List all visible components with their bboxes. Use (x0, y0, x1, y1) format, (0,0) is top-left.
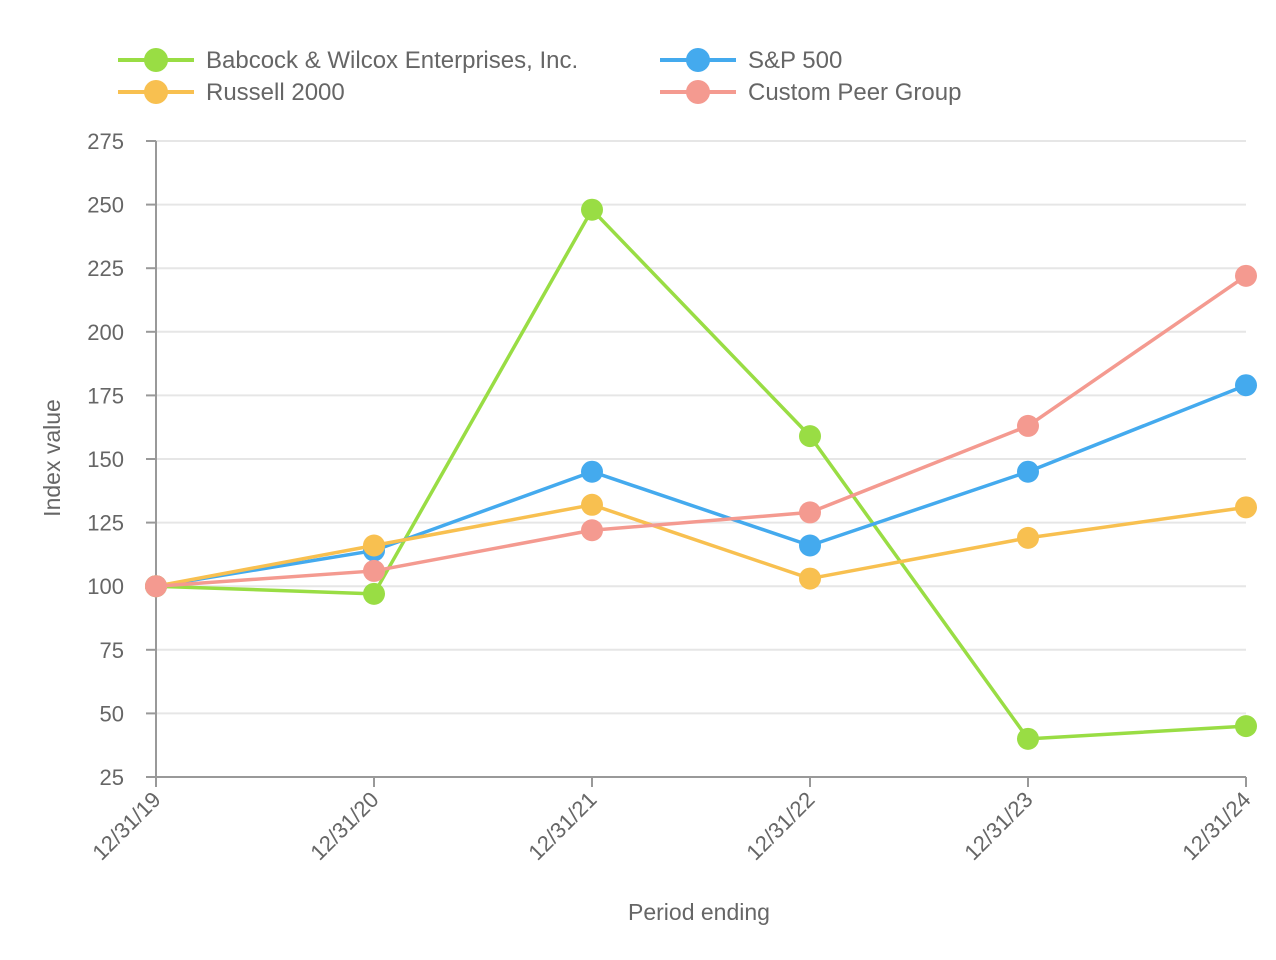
legend-item-babcock-wilcox-enterprises-inc[interactable]: Babcock & Wilcox Enterprises, Inc. (118, 47, 578, 74)
data-point-babcock-wilcox-enterprises-inc-12-31-24[interactable] (1235, 715, 1257, 738)
series-line-s-p-500 (155, 383, 1247, 588)
data-point-russell-2000-12-31-21[interactable] (581, 493, 603, 516)
y-tick-label-200: 200 (87, 320, 124, 345)
data-point-russell-2000-12-31-24[interactable] (1235, 496, 1257, 519)
legend: Babcock & Wilcox Enterprises, Inc. S&P 50… (118, 47, 961, 106)
x-tick-label-12-31-19: 12/31/19 (87, 787, 165, 865)
legend-label-babcock-wilcox-enterprises-inc: Babcock & Wilcox Enterprises, Inc. (206, 47, 578, 74)
series-s-p-500 (145, 374, 1257, 598)
data-point-s-p-500-12-31-22[interactable] (799, 534, 821, 557)
legend-label-russell-2000: Russell 2000 (206, 79, 345, 106)
data-point-custom-peer-group-12-31-24[interactable] (1235, 264, 1257, 287)
data-point-s-p-500-12-31-23[interactable] (1017, 460, 1039, 483)
data-point-custom-peer-group-12-31-20[interactable] (363, 559, 385, 582)
data-point-custom-peer-group-12-31-19[interactable] (145, 575, 167, 598)
gridlines (156, 140, 1246, 715)
y-tick-label-50: 50 (100, 701, 124, 726)
x-tick-label-12-31-21: 12/31/21 (523, 787, 601, 865)
series-line-babcock-wilcox-enterprises-inc (155, 207, 1247, 741)
x-tick-label-12-31-20: 12/31/20 (305, 787, 383, 865)
data-point-custom-peer-group-12-31-22[interactable] (799, 501, 821, 524)
x-tick-label-12-31-24: 12/31/24 (1177, 787, 1255, 865)
y-tick-label-225: 225 (87, 256, 124, 281)
legend-swatch-marker (144, 48, 168, 72)
y-tick-label-175: 175 (87, 383, 124, 408)
y-tick-label-250: 250 (87, 193, 124, 218)
legend-swatch-marker (144, 80, 168, 104)
data-point-custom-peer-group-12-31-23[interactable] (1017, 414, 1039, 437)
y-tick-label-25: 25 (100, 765, 124, 790)
legend-item-custom-peer-group[interactable]: Custom Peer Group (660, 79, 961, 106)
data-point-babcock-wilcox-enterprises-inc-12-31-23[interactable] (1017, 727, 1039, 750)
data-point-russell-2000-12-31-20[interactable] (363, 534, 385, 557)
data-point-babcock-wilcox-enterprises-inc-12-31-21[interactable] (581, 198, 603, 221)
legend-label-custom-peer-group: Custom Peer Group (748, 79, 961, 106)
x-tick-label-12-31-22: 12/31/22 (741, 787, 819, 865)
y-tick-label-150: 150 (87, 447, 124, 472)
series-babcock-wilcox-enterprises-inc (145, 198, 1257, 750)
data-point-babcock-wilcox-enterprises-inc-12-31-22[interactable] (799, 425, 821, 448)
y-tick-label-275: 275 (87, 129, 124, 154)
data-point-s-p-500-12-31-21[interactable] (581, 460, 603, 483)
data-point-russell-2000-12-31-23[interactable] (1017, 526, 1039, 549)
legend-item-s-p-500[interactable]: S&P 500 (660, 47, 842, 74)
legend-swatch-marker (686, 48, 710, 72)
data-point-s-p-500-12-31-24[interactable] (1235, 374, 1257, 397)
y-tick-label-125: 125 (87, 511, 124, 536)
x-tick-label-12-31-23: 12/31/23 (959, 787, 1037, 865)
series-custom-peer-group (145, 264, 1257, 598)
legend-label-s-p-500: S&P 500 (748, 47, 842, 74)
legend-item-russell-2000[interactable]: Russell 2000 (118, 79, 345, 106)
x-axis-title: Period ending (628, 899, 770, 925)
data-point-russell-2000-12-31-22[interactable] (799, 567, 821, 590)
data-point-custom-peer-group-12-31-21[interactable] (581, 519, 603, 542)
y-tick-label-100: 100 (87, 574, 124, 599)
series-line-custom-peer-group (155, 274, 1247, 588)
y-axis-title: Index value (39, 399, 65, 517)
y-tick-label-75: 75 (100, 638, 124, 663)
legend-swatch-marker (686, 80, 710, 104)
series-lines (145, 198, 1257, 750)
data-point-babcock-wilcox-enterprises-inc-12-31-20[interactable] (363, 582, 385, 605)
series-line-russell-2000 (155, 503, 1247, 588)
